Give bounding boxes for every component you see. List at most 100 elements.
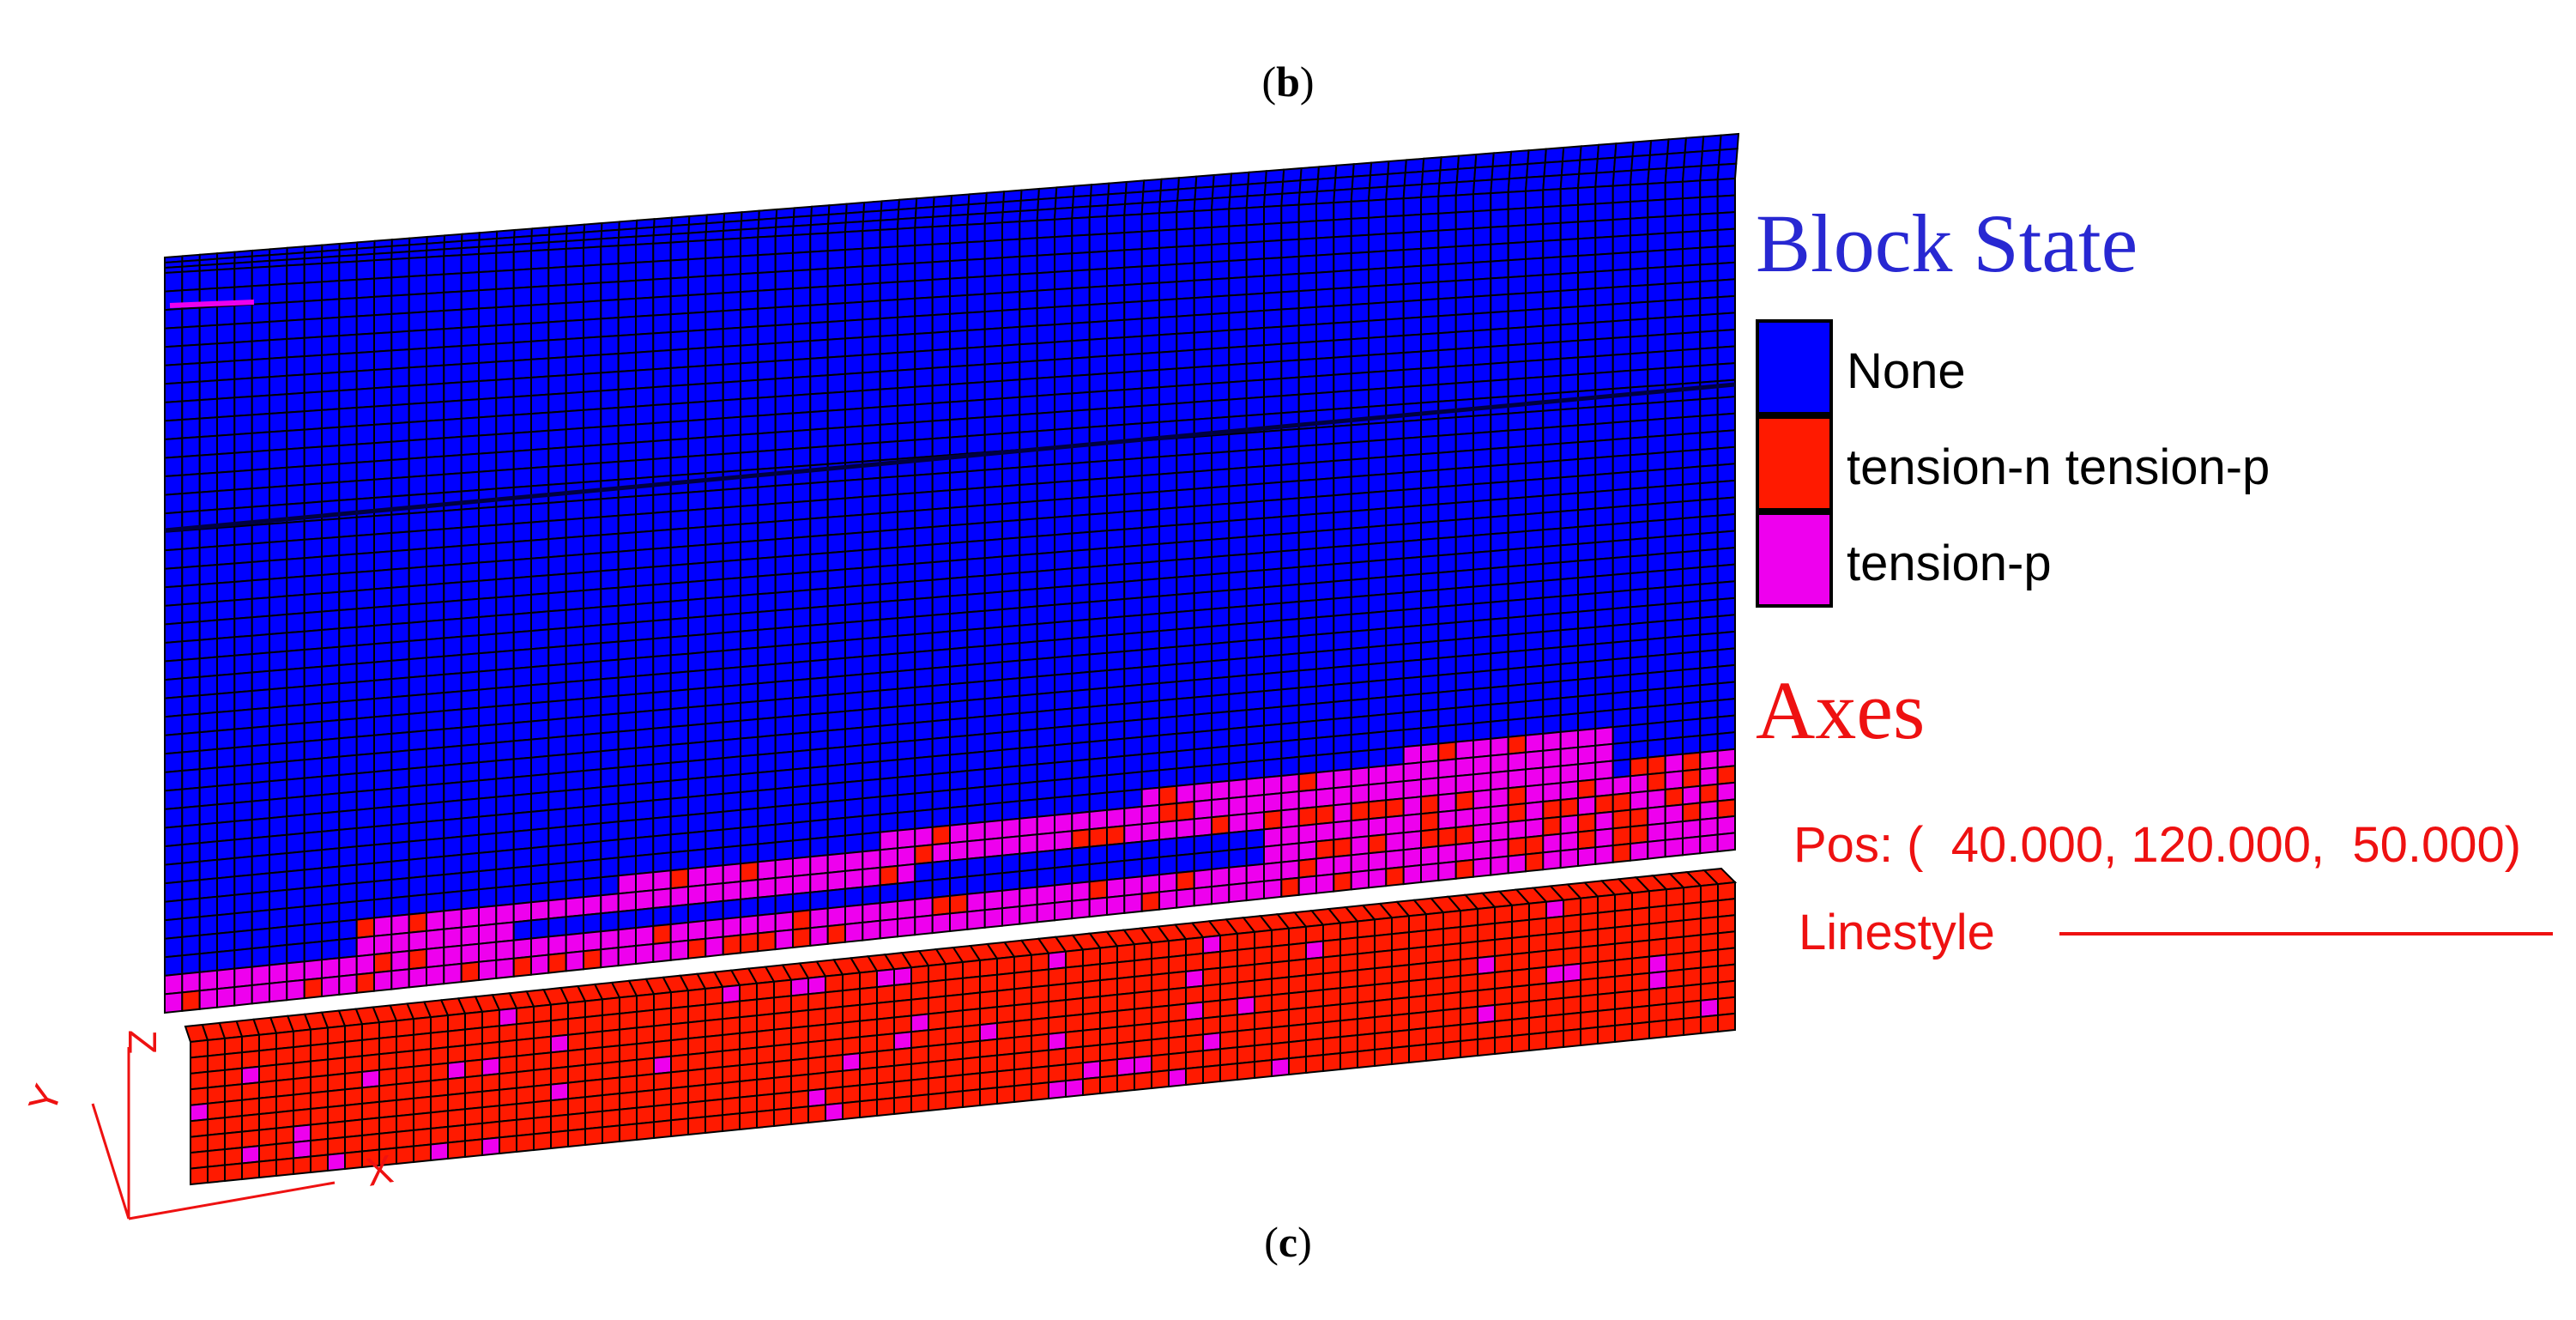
mesh-cell [931, 295, 951, 317]
mesh-cell [600, 388, 620, 410]
mesh-cell [862, 654, 881, 675]
mesh-cell [1333, 372, 1352, 393]
mesh-cell [862, 689, 881, 711]
mesh-cell [652, 511, 672, 532]
mesh-cell [1254, 1058, 1273, 1080]
mesh-cell [1664, 770, 1684, 791]
mesh-cell [1048, 966, 1067, 987]
mesh-cell [1106, 406, 1126, 427]
mesh-cell [1202, 983, 1221, 1003]
mesh-cell [1528, 998, 1547, 1020]
mesh-cell [355, 935, 375, 958]
mesh-cell [862, 494, 881, 516]
mesh-cell [1682, 348, 1702, 368]
mesh-cell [216, 985, 236, 1008]
mesh-cell [495, 957, 515, 980]
mesh-cell [1385, 780, 1405, 802]
mesh-cell [722, 344, 741, 366]
mesh-cell [687, 400, 707, 422]
mesh-cell [1280, 359, 1300, 380]
mesh-cell [962, 991, 981, 1012]
mesh-cell [426, 328, 445, 349]
mesh-cell [378, 1035, 397, 1056]
mesh-cell [1647, 552, 1666, 573]
mesh-cell [516, 1069, 535, 1089]
mesh-cell [321, 371, 341, 393]
mesh-cell [1071, 723, 1091, 745]
mesh-cell [966, 504, 986, 525]
mesh-cell [1280, 531, 1300, 553]
mesh-cell [478, 724, 498, 746]
legend-label-none: None [1847, 343, 1966, 399]
mesh-cell [530, 899, 550, 922]
mesh-cell [181, 584, 201, 606]
mesh-cell [862, 353, 881, 374]
mesh-cell [1082, 1027, 1101, 1048]
mesh-cell [617, 747, 637, 769]
mesh-cell [826, 337, 846, 359]
mesh-cell [1245, 194, 1266, 209]
mesh-cell [530, 285, 550, 306]
mesh-cell [478, 669, 498, 691]
mesh-cell [1350, 542, 1370, 564]
mesh-cell [478, 615, 498, 637]
mesh-cell [1280, 618, 1300, 639]
mesh-cell [1280, 772, 1300, 795]
mesh-cell [740, 575, 759, 597]
mesh-cell [1700, 981, 1719, 1002]
mesh-cell [1228, 778, 1248, 800]
mesh-cell [251, 339, 270, 361]
mesh-cell [773, 1075, 792, 1095]
mesh-cell [1176, 609, 1195, 631]
mesh-cell [198, 932, 218, 955]
mesh-cell [1013, 954, 1032, 974]
mesh-cell [687, 365, 707, 386]
mesh-cell [931, 312, 951, 334]
mesh-cell [879, 263, 898, 284]
mesh-cell [1559, 661, 1579, 682]
mesh-cell [1577, 439, 1597, 461]
axes-linestyle-sample [2059, 932, 2553, 936]
mesh-cell [251, 909, 270, 931]
mesh-cell [565, 499, 584, 521]
mesh-cell [1437, 689, 1457, 711]
mesh-cell [757, 573, 777, 596]
mesh-cell [949, 628, 969, 651]
mesh-cell [1682, 213, 1702, 233]
mesh-cell [1176, 644, 1195, 665]
mesh-cell [1507, 598, 1527, 619]
mesh-cell [1699, 195, 1719, 215]
mesh-cell [1263, 619, 1283, 640]
mesh-cell [722, 719, 741, 742]
mesh-cell [876, 968, 895, 989]
mesh-cell [826, 887, 846, 910]
mesh-cell [757, 413, 777, 435]
mesh-cell [1594, 303, 1614, 324]
mesh-cell [914, 826, 934, 848]
mesh-cell [635, 691, 655, 713]
mesh-cell [499, 1055, 517, 1075]
mesh-cell [1099, 1009, 1118, 1030]
mesh-cell [879, 652, 898, 674]
mesh-cell [190, 1166, 209, 1186]
mesh-cell [722, 630, 741, 652]
mesh-cell [583, 858, 602, 881]
mesh-cell [1716, 681, 1736, 702]
mesh-cell [1630, 183, 1649, 203]
mesh-cell [1507, 751, 1527, 772]
mesh-cell [321, 828, 341, 851]
mesh-cell [809, 445, 829, 467]
mesh-cell [1716, 512, 1736, 534]
mesh-cell [530, 393, 550, 415]
mesh-cell [1106, 528, 1126, 549]
mesh-cell [897, 757, 916, 778]
mesh-cell [303, 409, 323, 431]
mesh-cell [1542, 188, 1562, 209]
mesh-cell [1140, 734, 1160, 756]
mesh-cell [1263, 395, 1283, 415]
mesh-cell [338, 461, 358, 483]
mesh-cell [413, 1048, 432, 1068]
mesh-cell [1630, 267, 1649, 288]
mesh-cell [757, 930, 777, 953]
mesh-cell [1228, 224, 1248, 245]
